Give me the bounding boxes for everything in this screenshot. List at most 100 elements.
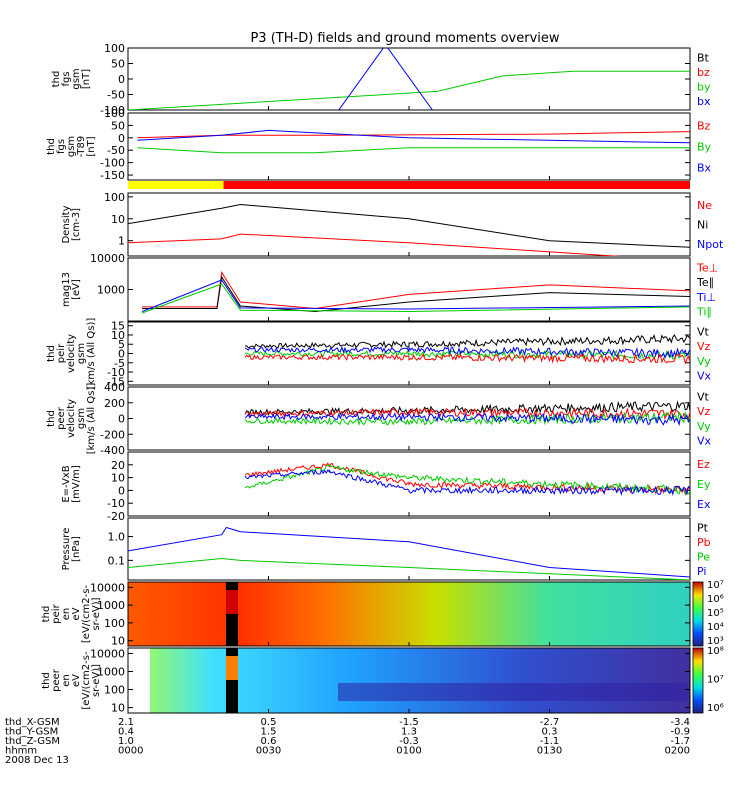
y-axis-label-line: fgs: [61, 71, 72, 86]
y-axis-label: thd peer velocity gsm [km/s (All Qs)]: [46, 383, 97, 455]
legend-entry: Te∥: [696, 276, 714, 289]
x-axis-value: 0.4: [118, 727, 134, 738]
status-bar-segment: [128, 181, 224, 189]
y-axis-label-line: gsm: [71, 68, 82, 89]
y-tick-label: 100: [104, 617, 125, 630]
x-axis-row-label: thd_X-GSM: [5, 717, 60, 728]
y-tick-label: 0: [118, 132, 125, 145]
y-tick-label: 0.1: [108, 554, 126, 567]
x-axis-value: -3.4: [670, 717, 690, 728]
y-tick-label: 10000: [90, 647, 125, 660]
series-peer_v-Vz: [244, 406, 690, 421]
legend-entry: Vz: [697, 405, 711, 418]
x-axis-value: 0200: [665, 746, 690, 757]
y-axis-label-line: [eV]: [71, 279, 82, 300]
legend-entry: Npot: [697, 238, 724, 251]
legend-entry: Bx: [697, 162, 712, 175]
y-axis-label-line: [nPa]: [71, 536, 82, 562]
legend-entry: Bt: [697, 51, 710, 64]
y-tick-label: 10000: [90, 581, 125, 594]
x-axis-value: 2.1: [118, 717, 134, 728]
y-tick-label: 100: [104, 191, 125, 204]
y-tick-label: 10000: [90, 252, 125, 265]
y-axis-label-line: gsm: [76, 343, 87, 364]
series-temp-Te∥: [142, 275, 690, 313]
legend-entry: Ti∥: [696, 306, 712, 319]
legend-entry: Vy: [697, 420, 711, 433]
chart-title: P3 (TH-D) fields and ground moments over…: [250, 31, 559, 46]
x-axis-value: 0.5: [261, 717, 277, 728]
y-axis-label-line: velocity: [66, 334, 77, 373]
y-axis-label-line: sr-eV)]: [91, 597, 102, 630]
y-axis-label-line: [km/s (All Qs)]: [86, 318, 97, 390]
spike-top: [226, 590, 238, 614]
y-tick-label: 10: [111, 702, 125, 715]
legend-entry: bx: [697, 95, 711, 108]
legend-entry: by: [697, 80, 711, 93]
y-tick-label: 15: [111, 320, 125, 333]
spectrogram-peir_spec: [128, 582, 690, 646]
series-fgs_t89-Bz: [137, 131, 690, 139]
y-axis-label-line: mag13: [61, 272, 72, 307]
y-axis-label-line: eV: [71, 607, 82, 620]
x-axis-value: -1.7: [670, 736, 690, 747]
y-tick-label: 20: [111, 459, 125, 472]
y-axis-label-line: gsm: [66, 136, 77, 157]
y-tick-label: -20: [107, 510, 125, 523]
y-axis-label: thd peir velocity gsm [km/s (All Qs)]: [46, 318, 97, 390]
y-tick-label: -150: [100, 169, 125, 182]
legend-entry: Pb: [697, 536, 711, 549]
y-axis-label-line: [eV/(cm2-s-: [81, 585, 92, 644]
y-tick-label: 10: [111, 213, 125, 226]
y-tick-label: 0: [118, 484, 125, 497]
y-tick-label: 5: [118, 338, 125, 351]
y-tick-label: -100: [100, 104, 125, 117]
x-axis-row-label: thd_Y-GSM: [5, 727, 58, 738]
y-axis-label-line: [cm-3]: [71, 208, 82, 241]
series-density-Ne: [128, 233, 622, 256]
panel-peir_spec: 10⁷ 10⁶ 10⁵ 10⁴ 10³ 10000 1000 100 10 thd peir en eV…: [41, 580, 724, 648]
y-axis-label-line: thd: [46, 345, 57, 362]
y-tick-label: -5: [114, 357, 125, 370]
y-axis-label: E=-VxB [mV/m]: [61, 465, 82, 503]
series-peer_v-Vy: [244, 410, 690, 426]
legend-entry: Ez: [697, 458, 710, 471]
y-axis-label-line: thd: [41, 606, 52, 623]
data-gap: [128, 648, 150, 713]
y-tick-label: 100: [104, 42, 125, 55]
y-axis-label-line: thd: [46, 410, 57, 427]
series-peer_v-Vt: [244, 400, 690, 417]
legend-entry: Vx: [697, 435, 712, 448]
y-axis-label-line: peir: [56, 343, 67, 363]
y-tick-label: 100: [104, 684, 125, 697]
legend-entry: Ex: [697, 498, 711, 511]
panel-frame: [127, 517, 691, 581]
y-axis-label-line: gsm: [76, 408, 87, 429]
panel-density: 100 10 1 Density [cm-3] Ne Ni Npot: [61, 191, 724, 257]
legend-entry: Pe: [697, 550, 710, 563]
x-axis-value: -0.9: [670, 727, 690, 738]
y-axis-label-line: [nT]: [81, 69, 92, 89]
y-axis-label-line: Density: [61, 205, 72, 243]
panel-frame: [127, 112, 691, 181]
colorbar-label: 10³: [707, 636, 724, 647]
series-fgs_t89-Bx: [137, 129, 690, 144]
colorbar-label: 10⁸: [707, 646, 724, 657]
legend-entry: Vt: [697, 390, 710, 403]
x-axis-value: 1.5: [261, 727, 277, 738]
y-tick-label: -100: [100, 157, 125, 170]
legend-entry: By: [697, 141, 712, 154]
x-axis-value: 0.6: [261, 736, 277, 747]
y-axis-label-line: eV: [71, 674, 82, 687]
x-axis-value: 0030: [256, 746, 281, 757]
y-axis-label: Density [cm-3]: [61, 205, 82, 243]
series-pressure-Pi: [128, 526, 690, 578]
y-tick-label: 10: [111, 635, 125, 648]
y-tick-label: -15: [107, 375, 125, 388]
y-tick-label: 1000: [97, 284, 125, 297]
